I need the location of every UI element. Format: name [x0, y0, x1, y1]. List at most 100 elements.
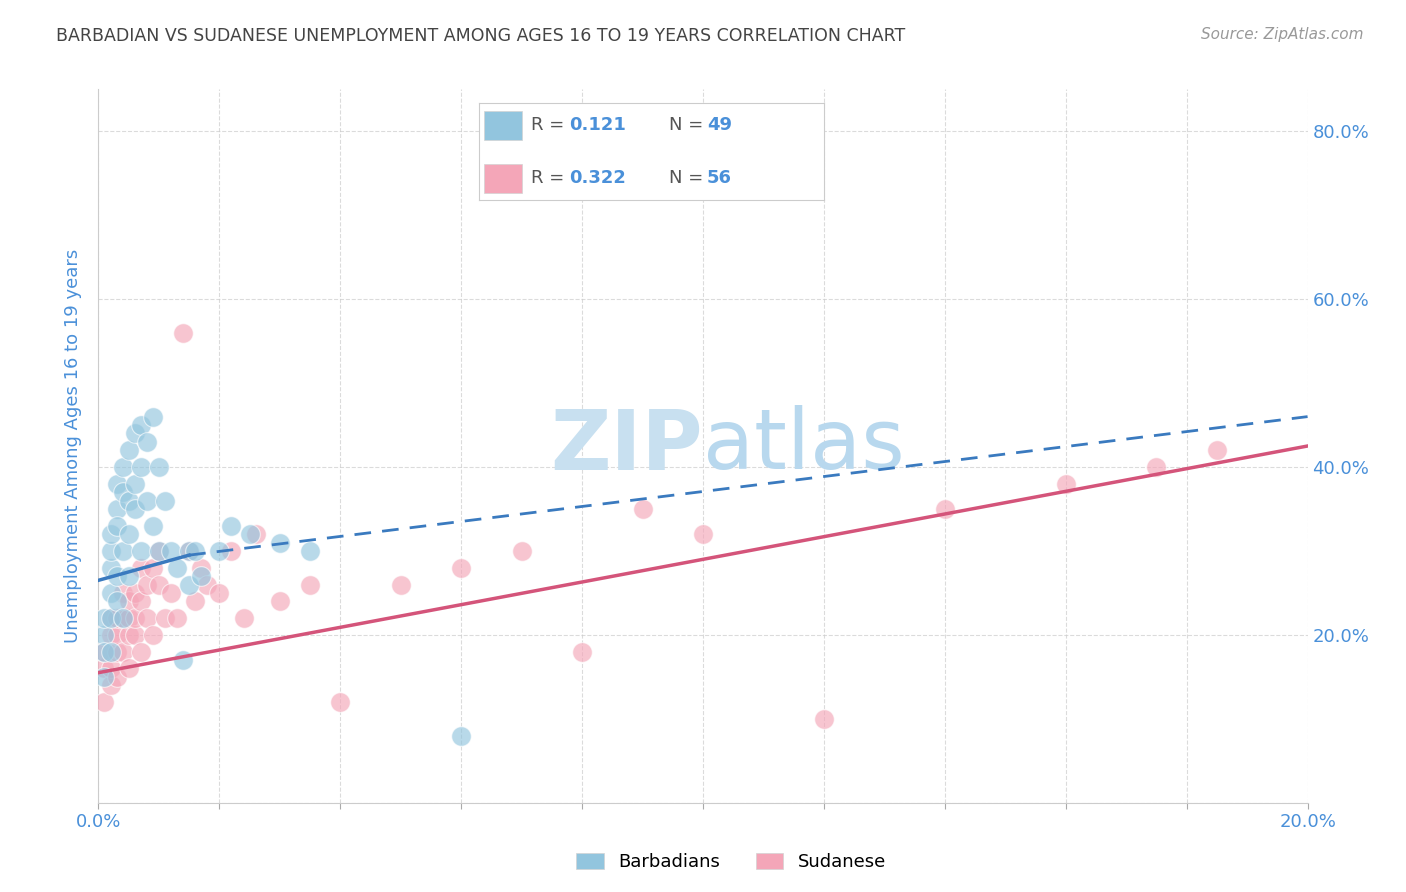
- Point: [118, 611, 141, 625]
- Point: [142, 560, 165, 574]
- Legend: Barbadians, Sudanese: Barbadians, Sudanese: [569, 846, 893, 879]
- Point: [1054, 476, 1077, 491]
- Point: [93, 611, 115, 625]
- Point: [148, 460, 170, 475]
- Point: [450, 729, 472, 743]
- Point: [124, 611, 146, 625]
- Point: [239, 527, 262, 541]
- Point: [135, 577, 157, 591]
- Point: [135, 611, 157, 625]
- Point: [100, 678, 122, 692]
- Point: [221, 518, 243, 533]
- Point: [118, 569, 141, 583]
- Point: [269, 594, 291, 608]
- Point: [329, 695, 352, 709]
- Point: [129, 460, 152, 475]
- Point: [105, 594, 128, 608]
- Point: [389, 577, 412, 591]
- Point: [190, 560, 212, 574]
- Point: [105, 518, 128, 533]
- Point: [100, 661, 122, 675]
- Point: [1144, 460, 1167, 475]
- Point: [118, 628, 141, 642]
- Point: [571, 645, 593, 659]
- Point: [813, 712, 835, 726]
- Point: [105, 611, 128, 625]
- Point: [93, 670, 115, 684]
- Point: [100, 645, 122, 659]
- Point: [105, 670, 128, 684]
- Point: [135, 493, 157, 508]
- Point: [100, 560, 122, 574]
- Point: [148, 544, 170, 558]
- Text: ZIP: ZIP: [551, 406, 703, 486]
- Point: [118, 527, 141, 541]
- Point: [934, 502, 956, 516]
- Point: [195, 577, 218, 591]
- Point: [135, 434, 157, 449]
- Point: [299, 577, 322, 591]
- Point: [105, 569, 128, 583]
- Point: [179, 544, 201, 558]
- Point: [153, 611, 176, 625]
- Point: [148, 544, 170, 558]
- Point: [190, 569, 212, 583]
- Point: [184, 594, 207, 608]
- Point: [118, 443, 141, 458]
- Point: [124, 628, 146, 642]
- Point: [208, 544, 231, 558]
- Point: [129, 417, 152, 432]
- Point: [153, 493, 176, 508]
- Point: [93, 695, 115, 709]
- Point: [124, 502, 146, 516]
- Point: [299, 544, 322, 558]
- Point: [111, 586, 134, 600]
- Point: [100, 628, 122, 642]
- Text: BARBADIAN VS SUDANESE UNEMPLOYMENT AMONG AGES 16 TO 19 YEARS CORRELATION CHART: BARBADIAN VS SUDANESE UNEMPLOYMENT AMONG…: [56, 27, 905, 45]
- Point: [232, 611, 254, 625]
- Point: [172, 653, 194, 667]
- Point: [100, 611, 122, 625]
- Point: [166, 560, 188, 574]
- Point: [208, 586, 231, 600]
- Point: [129, 544, 152, 558]
- Point: [172, 326, 194, 340]
- Point: [93, 661, 115, 675]
- Point: [111, 544, 134, 558]
- Point: [100, 527, 122, 541]
- Point: [100, 544, 122, 558]
- Point: [221, 544, 243, 558]
- Point: [93, 628, 115, 642]
- Point: [118, 594, 141, 608]
- Point: [129, 645, 152, 659]
- Y-axis label: Unemployment Among Ages 16 to 19 years: Unemployment Among Ages 16 to 19 years: [65, 249, 83, 643]
- Point: [142, 628, 165, 642]
- Point: [124, 426, 146, 441]
- Text: atlas: atlas: [703, 406, 904, 486]
- Point: [179, 544, 201, 558]
- Point: [160, 586, 183, 600]
- Point: [269, 535, 291, 549]
- Point: [105, 628, 128, 642]
- Point: [166, 611, 188, 625]
- Point: [124, 586, 146, 600]
- Point: [111, 645, 134, 659]
- Point: [111, 485, 134, 500]
- Point: [124, 476, 146, 491]
- Point: [111, 611, 134, 625]
- Point: [100, 611, 122, 625]
- Point: [179, 577, 201, 591]
- Point: [450, 560, 472, 574]
- Point: [93, 645, 115, 659]
- Point: [1206, 443, 1229, 458]
- Point: [105, 502, 128, 516]
- Text: Source: ZipAtlas.com: Source: ZipAtlas.com: [1201, 27, 1364, 42]
- Point: [93, 645, 115, 659]
- Point: [105, 645, 128, 659]
- Point: [510, 544, 533, 558]
- Point: [111, 611, 134, 625]
- Point: [129, 594, 152, 608]
- Point: [692, 527, 714, 541]
- Point: [631, 502, 654, 516]
- Point: [245, 527, 267, 541]
